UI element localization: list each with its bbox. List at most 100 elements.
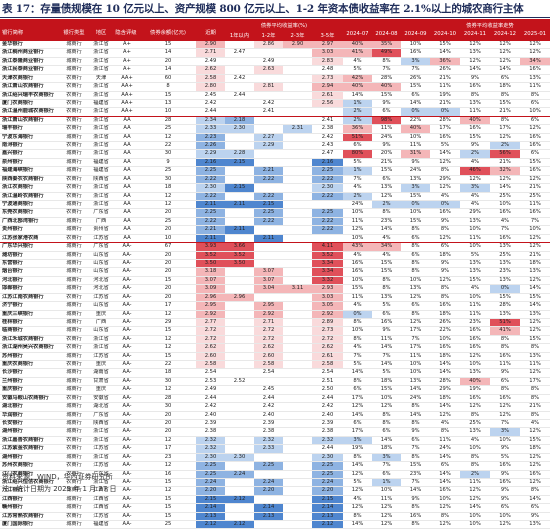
yield-2-3y-cell [283, 149, 312, 159]
yield-3-5y-cell: 3.34 [312, 259, 343, 269]
trend-2024-12-cell: 3% [490, 427, 520, 437]
province-cell: 广西 [88, 217, 114, 227]
trend-2024-11-cell: 23% [460, 318, 490, 328]
trend-2024-12-cell: 7% [490, 419, 520, 429]
trend-2024-11-cell: 4% [460, 192, 490, 202]
yield-2-3y-cell [283, 107, 312, 117]
table-row: 江苏江南农商银行 农商行 江苏省 AA- 20 2.96 2.96 3.03 11% 13% 12%… [0, 293, 550, 303]
trend-2024-10-cell: 16% [430, 486, 460, 496]
bank-name-cell: 浙江禾城农商银行 [0, 335, 60, 345]
yield-2-3y-cell [283, 175, 312, 185]
yield-current-cell: 2.38 [196, 427, 225, 437]
yield-current-cell: 2.62 [196, 343, 225, 353]
trend-2025-01-cell: 12% [520, 368, 550, 378]
table-row: 天津农商银行 农商行 天津 AA+ 60 2.58 2.42 2.73 42% 28% 26% 21%… [0, 74, 550, 84]
yield-current-cell: 2.62 [196, 65, 225, 75]
trend-2024-07-cell: 19% [343, 444, 372, 454]
yield-current-cell: 2.30 [196, 453, 225, 463]
yield-2-3y-cell [283, 419, 312, 429]
table-row: 南浔银行 农商行 浙江省 AA 22 2.26 2.29 2.43 6% 9% 11% 5% 9% 2% 1… [0, 141, 550, 151]
bond-size-cell: 13 [140, 99, 196, 109]
trend-2024-07-cell: 15% [343, 284, 372, 294]
yield-1-2y-cell: 2.63 [254, 65, 283, 75]
title-divider [0, 17, 550, 18]
table-row: 宁波东海银行 城商行 浙江省 AA 12 2.23 2.27 2.42 51% 24% 10% 16%… [0, 133, 550, 143]
yield-2-3y-cell [283, 402, 312, 412]
rating-cell: AA- [114, 310, 140, 319]
trend-2024-11-cell: 14% [460, 503, 490, 513]
bank-type-cell: 农商行 [60, 470, 88, 479]
rating-cell: AA [114, 225, 140, 235]
province-cell: 江西省 [88, 486, 114, 496]
yield-1-2y-cell: 3.07 [254, 276, 283, 286]
bank-type-cell: 农商行 [60, 335, 88, 345]
table-row: 浙江民泰商业银行 城商行 浙江省 A+ 14 2.62 2.63 2.48 5% 7% 7% 26% 1… [0, 65, 550, 75]
trend-2024-11-cell: 40% [460, 377, 490, 387]
yield-current-cell: 2.25 [196, 461, 225, 471]
trend-2024-12-cell: 2% [490, 141, 520, 151]
yield-current-cell: 2.77 [196, 318, 225, 328]
yield-1y-cell [225, 41, 254, 50]
yield-1-2y-cell: 2.42 [254, 99, 283, 109]
province-cell: 重庆 [88, 385, 114, 395]
trend-2024-10-cell: 9% [430, 217, 460, 227]
rating-cell: AA [114, 200, 140, 210]
bank-type-cell: 城商行 [60, 520, 88, 529]
trend-2024-09-cell: 10% [401, 368, 430, 378]
table-row: 广东华兴银行 城商行 广东省 AA- 67 3.93 3.66 4.11 43% 34% 8% 6% 1… [0, 242, 550, 252]
bond-size-cell: 15 [140, 503, 196, 513]
trend-2024-07-cell: 8% [343, 453, 372, 463]
yield-current-cell: 2.22 [196, 192, 225, 202]
bond-size-cell: 29 [140, 318, 196, 328]
trend-2025-01-cell: 16% [520, 133, 550, 143]
yield-1-2y-cell: 2.39 [254, 419, 283, 429]
trend-2024-10-cell: 6% [430, 242, 460, 252]
trend-2025-01-cell: 11% [520, 360, 550, 370]
bank-type-cell: 农商行 [60, 141, 88, 151]
yield-3-5y-cell: 2.62 [312, 343, 343, 353]
yield-1y-cell: 2.11 [225, 200, 254, 210]
bank-name-cell: 广西北部湾银行 [0, 217, 60, 227]
trend-2024-09-cell: 7% [401, 335, 430, 345]
table-row: 贵州银行 城商行 贵州省 AA 20 2.21 2.11 2.22 12% 14% 8% 8% 10% 7… [0, 225, 550, 235]
bank-type-cell: 农商行 [60, 512, 88, 522]
trend-2024-12-cell: 16% [490, 394, 520, 404]
yield-2-3y-cell: 2.31 [283, 124, 312, 134]
trend-2024-12-cell: 32% [490, 166, 520, 176]
bank-name-cell: 烟台银行 [0, 267, 60, 277]
yield-2-3y-cell [283, 133, 312, 143]
trend-2024-11-cell: 10% [460, 444, 490, 454]
header-2025-01: 2025-01 [523, 31, 547, 37]
yield-1-2y-cell [254, 520, 283, 529]
province-cell: 广西 [88, 318, 114, 328]
bank-type-cell: 城商行 [60, 411, 88, 421]
trend-2025-01-cell: 12% [520, 48, 550, 58]
trend-2024-10-cell: 15% [430, 41, 460, 50]
bank-type-cell: 城商行 [60, 41, 88, 50]
bond-size-cell: 30 [140, 377, 196, 387]
trend-2024-11-cell: 12% [460, 175, 490, 185]
rating-cell: AA [114, 124, 140, 134]
trend-2024-09-cell: 24% [401, 394, 430, 404]
trend-2024-12-cell: 6% [490, 74, 520, 84]
yield-1y-cell: 3.66 [225, 242, 254, 252]
province-cell: 福建省 [88, 99, 114, 109]
trend-2025-01-cell: 12% [520, 326, 550, 336]
table-row: 江门农商银行 农商行 广东省 AA- 16 2.25 2.24 2.25 12% 6% 23% 14%… [0, 470, 550, 479]
yield-current-cell: 2.24 [196, 478, 225, 488]
yield-3-5y-cell: 2.47 [312, 149, 343, 159]
bank-type-cell: 城商行 [60, 453, 88, 463]
bond-size-cell: 14 [140, 65, 196, 75]
trend-2024-11-cell: 4% [460, 436, 490, 446]
yield-3-5y-cell: 2.94 [312, 82, 343, 92]
bond-size-cell: 14 [140, 48, 196, 58]
table-row: 宁波通商银行 城商行 浙江省 AA 12 2.11 2.11 2.15 24% 2% 0% 0% 4% 1… [0, 200, 550, 210]
trend-2024-10-cell: 8% [430, 225, 460, 235]
bank-name-cell: 厦门农商银行 [0, 99, 60, 109]
rating-cell: A+ [114, 41, 140, 50]
trend-2025-01-cell: 18% [520, 259, 550, 269]
yield-current-cell: 2.95 [196, 301, 225, 311]
trend-2024-10-cell: 18% [430, 251, 460, 260]
trend-2024-07-cell: 14% [343, 91, 372, 100]
bond-size-cell: 25 [140, 166, 196, 176]
